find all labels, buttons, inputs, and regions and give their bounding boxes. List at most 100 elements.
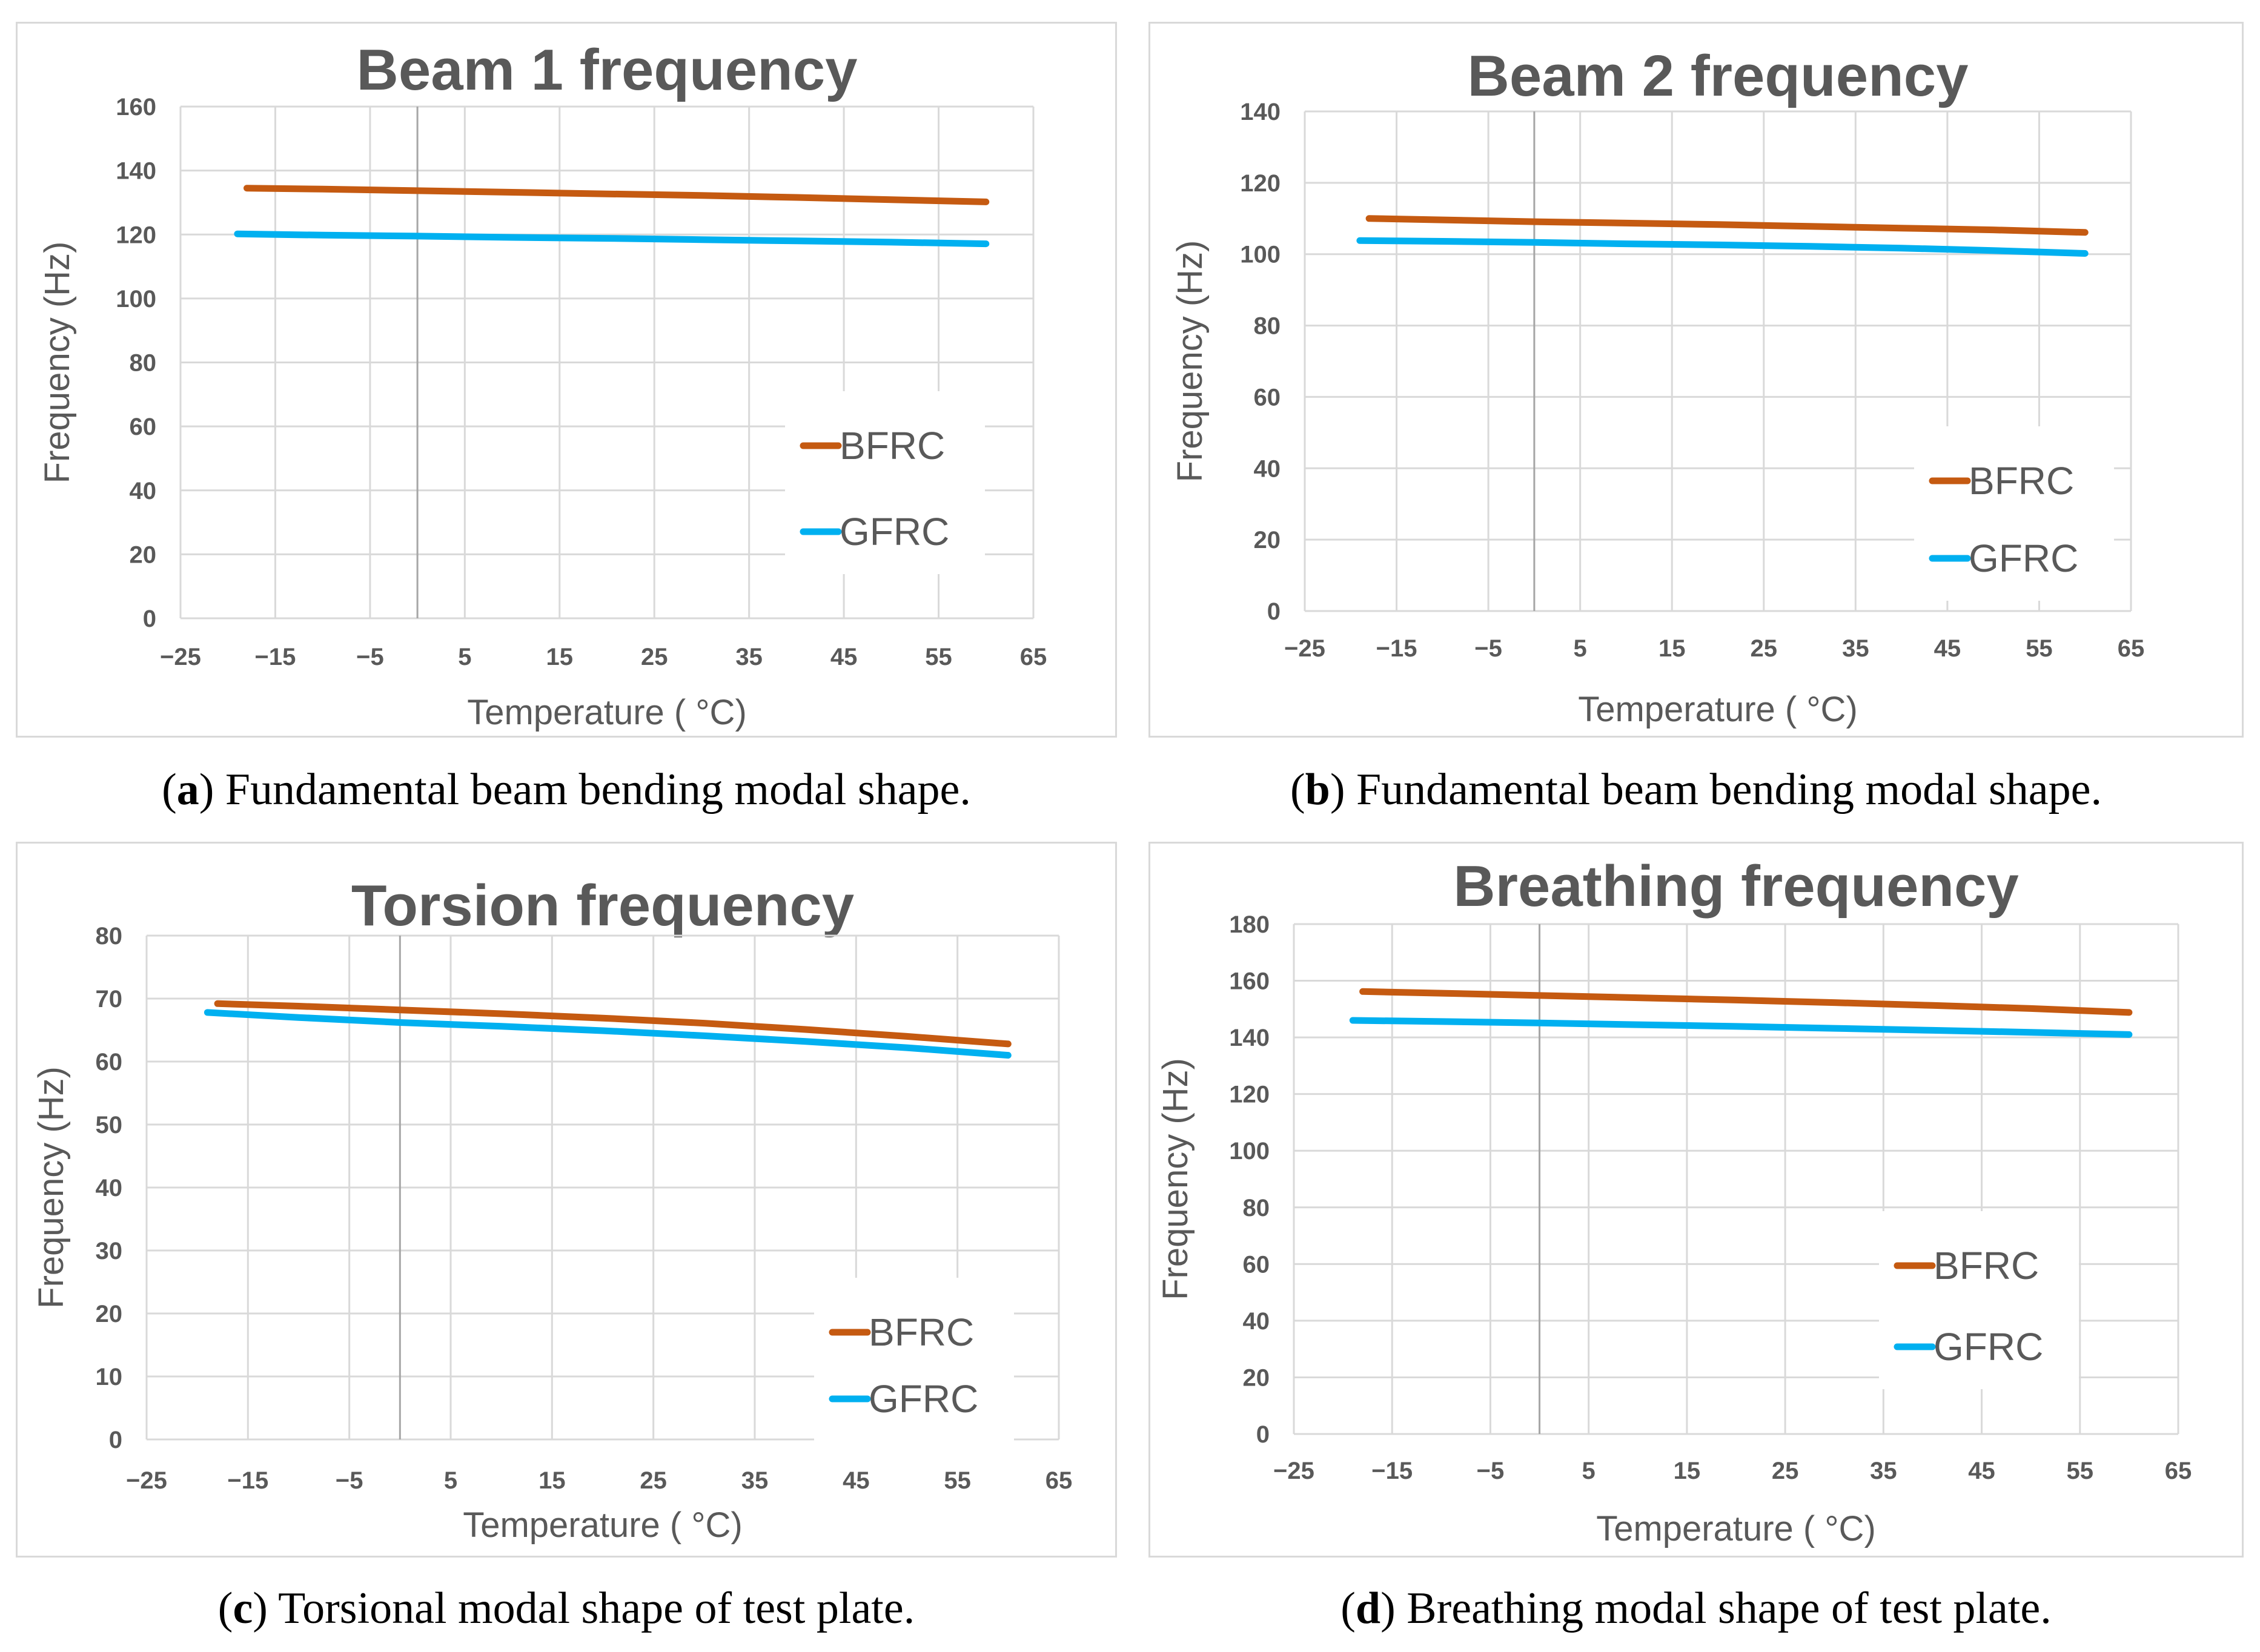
- y-tick-label: 140: [116, 158, 156, 185]
- legend-label-gfrc: GFRC: [869, 1377, 978, 1421]
- x-tick-label: −25: [126, 1467, 167, 1494]
- series-line-gfrc: [1356, 237, 2089, 257]
- x-tick-label: 5: [458, 644, 471, 670]
- series-line-gfrc: [234, 230, 990, 248]
- x-tick-label: 45: [843, 1467, 870, 1494]
- x-tick-label: 45: [1968, 1458, 1995, 1484]
- y-tick-label: 60: [96, 1049, 123, 1075]
- x-tick-label: −15: [1376, 635, 1417, 662]
- y-tick-label: 30: [96, 1238, 123, 1264]
- y-tick-label: 60: [1254, 384, 1281, 411]
- y-tick-label: 10: [96, 1364, 123, 1390]
- x-tick-label: 25: [1772, 1458, 1799, 1484]
- y-tick-label: 0: [109, 1427, 122, 1453]
- caption-c-text: Torsional modal shape of test plate.: [278, 1584, 915, 1633]
- y-tick-label: 70: [96, 986, 123, 1013]
- chart-panel-d: [1148, 842, 2244, 1558]
- series-line-bfrc: [244, 185, 990, 205]
- y-tick-label: 0: [1267, 598, 1281, 625]
- x-tick-label: −15: [227, 1467, 268, 1494]
- y-tick-label: 20: [1254, 527, 1281, 553]
- y-tick-label: 20: [130, 541, 157, 568]
- x-tick-label: 15: [546, 644, 574, 670]
- chart-title: Breathing frequency: [1453, 854, 2019, 919]
- y-tick-label: 100: [1229, 1138, 1270, 1165]
- y-tick-label: 40: [96, 1175, 123, 1201]
- y-tick-label: 120: [1240, 170, 1281, 197]
- x-tick-label: 25: [1751, 635, 1778, 662]
- y-tick-label: 80: [130, 350, 157, 377]
- x-tick-label: 35: [735, 644, 763, 670]
- x-tick-label: −25: [160, 644, 201, 670]
- x-axis-label: Temperature ( °C): [1578, 690, 1858, 729]
- caption-b-text: Fundamental beam bending modal shape.: [1356, 765, 2102, 814]
- legend-box: [814, 1278, 1014, 1441]
- caption-c-letter: c: [233, 1584, 253, 1633]
- x-tick-label: 65: [1045, 1467, 1073, 1494]
- caption-a-letter: a: [176, 765, 199, 814]
- series-line-bfrc: [1359, 988, 2133, 1016]
- x-tick-label: 15: [1674, 1458, 1701, 1484]
- y-tick-label: 60: [130, 414, 157, 440]
- series-line-gfrc: [1349, 1017, 2133, 1038]
- x-axis-label: Temperature ( °C): [463, 1505, 743, 1545]
- x-tick-label: 35: [1870, 1458, 1897, 1484]
- x-tick-label: 5: [444, 1467, 457, 1494]
- x-tick-label: 55: [944, 1467, 971, 1494]
- x-tick-label: 15: [538, 1467, 566, 1494]
- y-tick-label: 50: [96, 1112, 123, 1138]
- x-tick-label: 5: [1582, 1458, 1596, 1484]
- chart-panel-b: [1148, 22, 2244, 738]
- y-tick-label: 100: [116, 286, 156, 312]
- caption-b-letter: b: [1305, 765, 1330, 814]
- legend-label-bfrc: BFRC: [1969, 459, 2074, 503]
- legend-label-gfrc: GFRC: [840, 510, 949, 553]
- legend-label-bfrc: BFRC: [840, 424, 945, 468]
- caption-a-text: Fundamental beam bending modal shape.: [225, 765, 971, 814]
- x-tick-label: −25: [1273, 1458, 1314, 1484]
- x-axis-label: Temperature ( °C): [467, 693, 747, 732]
- y-tick-label: 160: [1229, 968, 1270, 995]
- y-tick-label: 80: [1254, 313, 1281, 340]
- x-tick-label: 25: [640, 1467, 667, 1494]
- chart-breathing: Breathing frequency 0 20 40 60 80 100 120 140 160…: [1156, 854, 2192, 1548]
- x-tick-label: −15: [1371, 1458, 1413, 1484]
- x-tick-label: 35: [1842, 635, 1869, 662]
- y-tick-label: 20: [1243, 1364, 1270, 1391]
- caption-a: (a) Fundamental beam bending modal shape…: [162, 765, 971, 814]
- x-tick-label: −5: [336, 1467, 363, 1494]
- chart-title: Torsion frequency: [351, 873, 854, 938]
- x-tick-label: −25: [1284, 635, 1325, 662]
- y-tick-label: 40: [1243, 1308, 1270, 1335]
- chart-beam2: Beam 2 frequency 0 20 40 60 80 100 120 140 −25 −15…: [1170, 44, 2145, 729]
- y-axis-label: Frequency (Hz): [1170, 240, 1210, 483]
- y-axis-label: Frequency (Hz): [38, 242, 77, 484]
- y-tick-label: 160: [116, 94, 156, 121]
- x-tick-label: 55: [2067, 1458, 2094, 1484]
- series-line-bfrc: [1365, 215, 2089, 236]
- x-tick-label: −15: [255, 644, 296, 670]
- y-tick-label: 40: [130, 478, 157, 504]
- y-tick-label: 0: [143, 606, 156, 632]
- x-tick-label: 45: [1934, 635, 1961, 662]
- y-tick-label: 120: [1229, 1082, 1270, 1108]
- x-tick-label: 65: [2118, 635, 2145, 662]
- y-tick-label: 120: [116, 222, 156, 248]
- legend-label-gfrc: GFRC: [1969, 537, 2078, 580]
- y-tick-label: 80: [1243, 1195, 1270, 1221]
- chart-beam1: Beam 1 frequency 0 20 40 60 80 100 120 140 160 −25…: [38, 38, 1047, 732]
- y-axis-label: Frequency (Hz): [31, 1066, 71, 1309]
- caption-c: (c) Torsional modal shape of test plate.: [217, 1584, 915, 1633]
- legend-label-bfrc: BFRC: [1934, 1244, 2039, 1287]
- y-tick-label: 180: [1229, 911, 1270, 938]
- x-tick-label: 45: [830, 644, 858, 670]
- x-axis-label: Temperature ( °C): [1596, 1509, 1876, 1548]
- legend-box: [1914, 426, 2114, 601]
- legend-label-bfrc: BFRC: [869, 1310, 974, 1354]
- x-tick-label: 35: [741, 1467, 769, 1494]
- legend-box: [1879, 1211, 2079, 1389]
- y-tick-label: 100: [1240, 242, 1281, 268]
- y-tick-label: 80: [96, 923, 123, 950]
- chart-torsion: Torsion frequency 0 10 20 30 40 50 60 70 80 −25 −15…: [31, 873, 1073, 1545]
- legend-box: [785, 391, 985, 574]
